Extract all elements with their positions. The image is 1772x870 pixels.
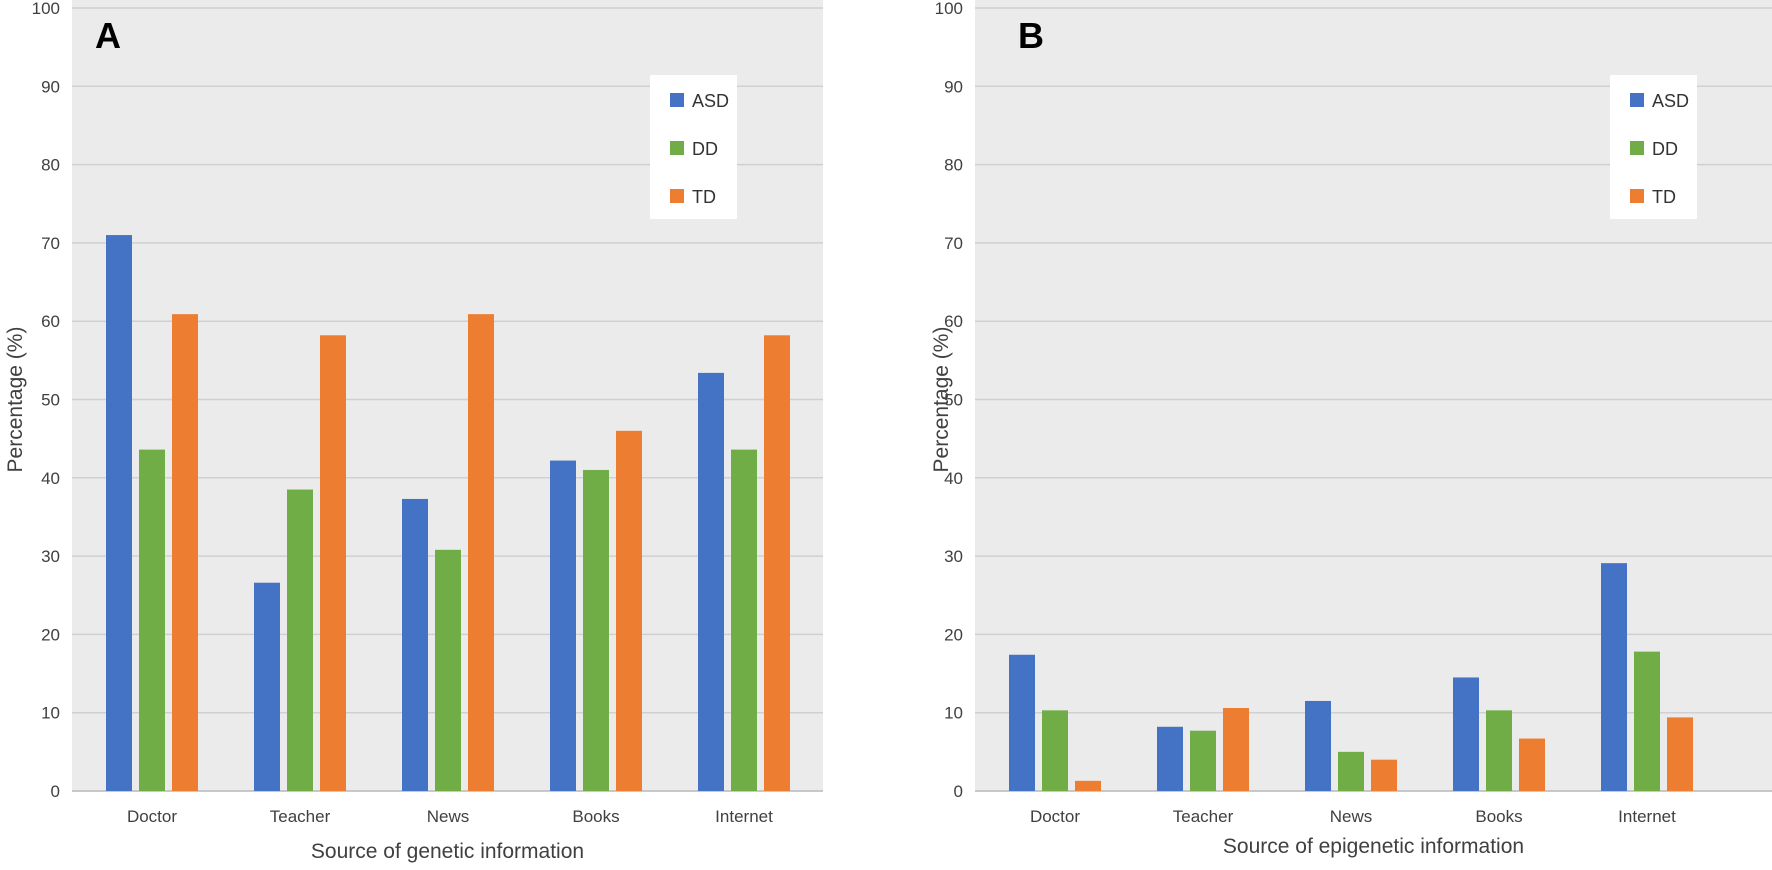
legend-swatch-asd (670, 93, 684, 107)
bar-td (1519, 738, 1545, 791)
bar-td (764, 335, 790, 791)
bar-dd (583, 469, 609, 791)
legend-label: TD (692, 187, 716, 207)
y-tick-label: 90 (944, 77, 963, 96)
legend-swatch-td (670, 189, 684, 203)
y-axis-title: Percentage (%) (4, 327, 27, 473)
x-axis-title: Source of genetic information (311, 840, 584, 863)
legend-swatch-td (1630, 189, 1644, 203)
x-tick-label: Internet (715, 807, 773, 826)
bar-dd (1486, 710, 1512, 791)
bar-dd (731, 449, 757, 791)
legend-label: DD (1652, 139, 1678, 159)
x-tick-label: Doctor (1030, 807, 1080, 826)
bar-td (1223, 708, 1249, 791)
legend-label: DD (692, 139, 718, 159)
bar-asd (254, 582, 280, 791)
bar-dd (1338, 751, 1364, 791)
y-tick-label: 30 (41, 547, 60, 566)
y-tick-label: 80 (944, 156, 963, 175)
legend-label: ASD (1652, 91, 1689, 111)
y-tick-label: 0 (51, 782, 60, 801)
bar-td (1075, 780, 1101, 791)
x-tick-label: News (427, 807, 470, 826)
legend-swatch-dd (670, 141, 684, 155)
y-tick-label: 0 (954, 782, 963, 801)
legend-swatch-dd (1630, 141, 1644, 155)
bar-asd (1453, 677, 1479, 791)
legend-swatch-asd (1630, 93, 1644, 107)
bar-dd (1634, 651, 1660, 791)
legend: ASD DD TD (650, 75, 737, 219)
legend-label: ASD (692, 91, 729, 111)
x-tick-label: Teacher (1173, 807, 1234, 826)
x-tick-label: Books (1475, 807, 1522, 826)
panel-label: A (95, 15, 121, 56)
y-tick-label: 60 (944, 312, 963, 331)
bar-asd (698, 372, 724, 791)
y-tick-label: 20 (41, 625, 60, 644)
bar-asd (1157, 726, 1183, 791)
bar-td (1667, 717, 1693, 791)
y-tick-label: 100 (935, 0, 963, 18)
bar-asd (1601, 563, 1627, 791)
y-tick-label: 90 (41, 77, 60, 96)
x-tick-label: Doctor (127, 807, 177, 826)
x-axis-title: Source of epigenetic information (1223, 835, 1524, 858)
bar-asd (402, 498, 428, 791)
legend-label: TD (1652, 187, 1676, 207)
y-tick-label: 20 (944, 625, 963, 644)
y-tick-label: 10 (944, 704, 963, 723)
y-tick-label: 30 (944, 547, 963, 566)
bar-dd (287, 489, 313, 791)
bar-asd (106, 235, 132, 791)
bar-td (320, 335, 346, 791)
panel-a: 0 10 20 30 40 50 60 70 80 90 100 Doctor Teacher News B… (4, 0, 823, 863)
bar-td (616, 430, 642, 791)
bar-dd (1042, 710, 1068, 791)
bar-td (1371, 759, 1397, 791)
legend: ASD DD TD (1610, 75, 1697, 219)
y-tick-label: 70 (944, 234, 963, 253)
bar-asd (1305, 700, 1331, 791)
y-tick-label: 10 (41, 704, 60, 723)
x-tick-label: News (1330, 807, 1373, 826)
x-tick-label: Teacher (270, 807, 331, 826)
bar-asd (1009, 654, 1035, 791)
y-tick-label: 50 (41, 391, 60, 410)
y-tick-label: 50 (944, 391, 963, 410)
bar-td (468, 314, 494, 791)
bar-td (172, 314, 198, 791)
legend-box (1610, 75, 1697, 219)
y-tick-label: 40 (41, 469, 60, 488)
bar-asd (550, 460, 576, 791)
panel-label: B (1018, 15, 1044, 56)
bar-dd (1190, 730, 1216, 791)
panel-b: 0 10 20 30 40 50 60 70 80 90 100 Doctor Teacher News B… (930, 0, 1772, 858)
x-tick-label: Books (572, 807, 619, 826)
y-tick-label: 40 (944, 469, 963, 488)
bar-dd (435, 549, 461, 791)
x-tick-label: Internet (1618, 807, 1676, 826)
y-tick-label: 60 (41, 312, 60, 331)
y-tick-label: 100 (32, 0, 60, 18)
y-axis-title: Percentage (%) (930, 327, 953, 473)
bar-dd (139, 449, 165, 791)
legend-box (650, 75, 737, 219)
y-tick-label: 80 (41, 156, 60, 175)
y-tick-label: 70 (41, 234, 60, 253)
